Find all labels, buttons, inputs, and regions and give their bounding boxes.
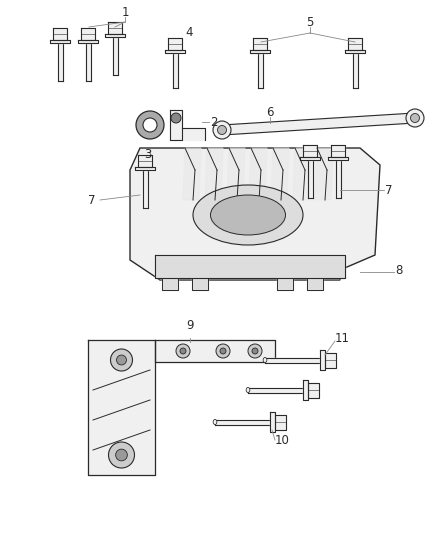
Text: 11: 11 [335, 332, 350, 344]
Polygon shape [57, 43, 63, 82]
Circle shape [406, 109, 424, 127]
Polygon shape [303, 380, 307, 400]
Circle shape [213, 121, 231, 139]
Polygon shape [315, 148, 333, 200]
Polygon shape [168, 38, 182, 50]
Text: 7: 7 [385, 183, 392, 197]
Text: 1: 1 [121, 5, 129, 19]
Circle shape [180, 348, 186, 354]
Text: 10: 10 [275, 433, 290, 447]
Polygon shape [331, 145, 345, 157]
Ellipse shape [263, 358, 267, 362]
Polygon shape [270, 412, 275, 432]
Polygon shape [142, 171, 148, 208]
Text: 5: 5 [306, 15, 314, 28]
Polygon shape [249, 148, 267, 200]
Polygon shape [345, 50, 365, 53]
Text: 8: 8 [395, 263, 403, 277]
Polygon shape [271, 148, 289, 200]
Circle shape [116, 449, 127, 461]
Polygon shape [155, 340, 275, 362]
Text: 4: 4 [185, 26, 192, 38]
Polygon shape [182, 128, 205, 140]
Circle shape [410, 114, 420, 123]
Polygon shape [328, 157, 348, 160]
Ellipse shape [193, 185, 303, 245]
Circle shape [110, 349, 133, 371]
Polygon shape [253, 38, 267, 50]
Text: 2: 2 [210, 116, 218, 128]
Polygon shape [85, 43, 91, 82]
Polygon shape [293, 148, 311, 200]
Circle shape [109, 442, 134, 468]
Polygon shape [205, 148, 223, 200]
Polygon shape [130, 148, 380, 280]
Text: 9: 9 [186, 319, 194, 332]
Polygon shape [250, 50, 270, 53]
Polygon shape [303, 145, 317, 157]
Polygon shape [53, 28, 67, 40]
Polygon shape [265, 358, 320, 362]
Text: 3: 3 [144, 148, 152, 161]
Polygon shape [78, 40, 98, 43]
Circle shape [216, 344, 230, 358]
Polygon shape [307, 160, 312, 198]
Polygon shape [248, 387, 303, 392]
Polygon shape [325, 352, 336, 367]
Ellipse shape [211, 195, 286, 235]
Polygon shape [307, 383, 319, 398]
Polygon shape [192, 278, 208, 290]
Circle shape [218, 125, 226, 134]
Polygon shape [81, 28, 95, 40]
Polygon shape [353, 53, 357, 88]
Polygon shape [336, 160, 340, 198]
Circle shape [176, 344, 190, 358]
Text: 7: 7 [88, 193, 96, 206]
Polygon shape [108, 22, 122, 34]
Polygon shape [105, 34, 125, 37]
Polygon shape [275, 415, 286, 430]
Polygon shape [222, 113, 415, 135]
Polygon shape [227, 148, 245, 200]
Circle shape [136, 111, 164, 139]
Polygon shape [215, 419, 270, 424]
Polygon shape [277, 278, 293, 290]
Polygon shape [348, 38, 362, 50]
Circle shape [143, 118, 157, 132]
Circle shape [171, 113, 181, 123]
Ellipse shape [213, 419, 217, 424]
Polygon shape [307, 278, 323, 290]
Polygon shape [88, 340, 155, 475]
Polygon shape [183, 148, 201, 200]
Ellipse shape [246, 387, 250, 392]
Polygon shape [170, 110, 182, 140]
Text: 6: 6 [266, 106, 274, 118]
Circle shape [117, 355, 127, 365]
Polygon shape [162, 278, 178, 290]
Polygon shape [173, 53, 177, 88]
Polygon shape [300, 157, 320, 160]
Polygon shape [50, 40, 70, 43]
Polygon shape [113, 37, 117, 75]
Polygon shape [138, 155, 152, 167]
Polygon shape [165, 50, 185, 53]
Polygon shape [155, 255, 345, 278]
Polygon shape [320, 350, 325, 370]
Circle shape [252, 348, 258, 354]
Circle shape [248, 344, 262, 358]
Polygon shape [258, 53, 262, 88]
Polygon shape [135, 167, 155, 171]
Circle shape [220, 348, 226, 354]
